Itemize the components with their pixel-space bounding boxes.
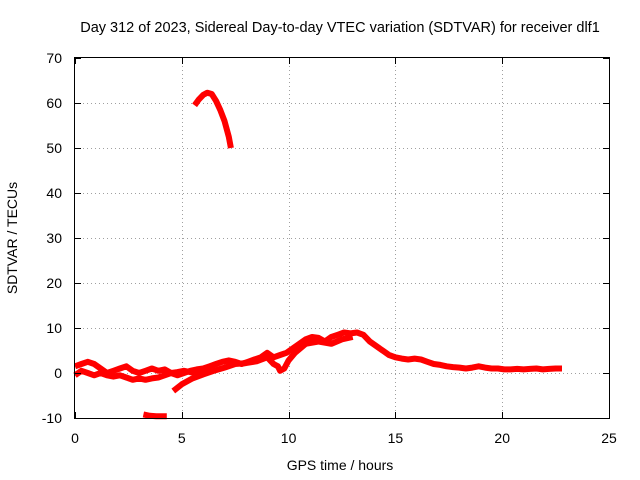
y-tick-label: 20	[46, 275, 62, 291]
y-tick-label: -10	[42, 410, 62, 426]
series-rising-branch	[171, 334, 354, 394]
x-axis-label: GPS time / hours	[287, 457, 394, 473]
series-high-arc	[192, 89, 234, 149]
x-tick-label: 20	[494, 430, 510, 446]
y-tick-label: 70	[46, 50, 62, 66]
y-axis-label: SDTVAR / TECUs	[4, 182, 20, 294]
y-tick-label: 60	[46, 95, 62, 111]
chart-title: Day 312 of 2023, Sidereal Day-to-day VTE…	[80, 20, 600, 36]
x-tick-label: 15	[388, 430, 404, 446]
plot-frame	[74, 57, 610, 419]
y-tick-label: 0	[54, 365, 62, 381]
x-tick-label: 5	[178, 430, 186, 446]
series-low-segment	[142, 411, 167, 420]
x-tick-label: 25	[601, 430, 617, 446]
x-tick-label: 10	[281, 430, 297, 446]
y-tick-label: 30	[46, 230, 62, 246]
series-layer	[73, 89, 562, 420]
series-band-lower	[73, 367, 204, 383]
y-tick-label: 50	[46, 140, 62, 156]
x-tick-label: 0	[71, 430, 79, 446]
series-band-upper	[73, 329, 562, 379]
y-tick-label: 40	[46, 185, 62, 201]
y-tick-label: 10	[46, 320, 62, 336]
grid	[75, 58, 609, 418]
axis-ticks: 0 5 10 15 20 25 -10 0 10 20 30 40 50 60 70	[42, 50, 617, 446]
